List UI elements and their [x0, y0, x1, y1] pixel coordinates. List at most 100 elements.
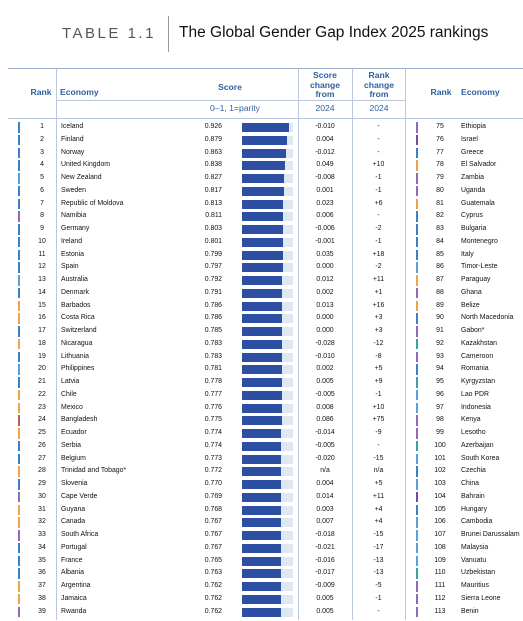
rank-cell: 81 — [436, 199, 444, 207]
region-marker — [416, 211, 418, 222]
economy-cell: Gabon* — [461, 327, 485, 334]
economy-cell: Argentina — [61, 582, 91, 589]
rank-change-cell: - — [377, 148, 380, 156]
economy-cell: Cape Verde — [61, 492, 98, 500]
divider-change — [352, 69, 353, 620]
rank-cell: 28 — [38, 467, 46, 475]
table-row: 100 Azerbaijan — [416, 440, 523, 453]
table-row: 105 Hungary — [416, 504, 523, 517]
score-bar — [242, 582, 281, 591]
score-cell: 0.786 — [204, 314, 222, 322]
rank-cell: 98 — [436, 416, 444, 424]
table-row: 89 Belize — [416, 300, 523, 313]
table-row: 31 Guyana 0.768 0.003 +4 — [18, 504, 405, 517]
score-change-cell: -0.017 — [315, 569, 335, 577]
score-change-cell: 0.035 — [316, 250, 334, 258]
divider-rank — [56, 69, 57, 620]
table-row: 8 Namibia 0.811 0.006 - — [18, 210, 405, 223]
table-row: 9 Germany 0.803 -0.006 -2 — [18, 223, 405, 236]
score-bar — [242, 135, 287, 145]
economy-cell: Portugal — [61, 543, 87, 551]
rank-cell: 35 — [38, 556, 46, 564]
score-cell: 0.813 — [204, 199, 222, 207]
table-row: 110 Uzbekistan — [416, 567, 523, 580]
rank-change-cell: +3 — [374, 327, 383, 334]
rank-cell: 26 — [38, 441, 46, 449]
rank-cell: 86 — [436, 263, 444, 271]
table-row: 18 Nicaragua 0.783 -0.028 -12 — [18, 338, 405, 351]
table-frame — [8, 68, 523, 621]
region-marker — [18, 581, 20, 592]
rank-change-cell: - — [377, 607, 380, 615]
rank-change-cell: +6 — [374, 199, 383, 207]
score-change-cell: -0.001 — [315, 237, 335, 245]
score-change-cell: 0.005 — [316, 607, 334, 615]
score-cell: 0.827 — [204, 174, 222, 181]
score-cell: 0.786 — [204, 301, 222, 309]
economy-cell: Czechia — [461, 467, 486, 475]
rank-cell: 94 — [436, 365, 444, 373]
rank-cell: 92 — [436, 339, 444, 347]
score-change-cell: 0.000 — [316, 327, 334, 334]
region-marker — [18, 568, 20, 579]
table-row: 21 Latvia 0.778 0.005 +9 — [18, 376, 405, 389]
table-row: 10 Ireland 0.801 -0.001 -1 — [18, 236, 405, 249]
table-row: 86 Timor-Leste — [416, 261, 523, 274]
score-bar — [242, 518, 282, 528]
rank-cell: 22 — [38, 390, 46, 398]
score-change-cell: 0.012 — [316, 276, 334, 283]
rank-change-cell: -15 — [373, 531, 384, 538]
score-bar — [242, 556, 281, 566]
table-row: 77 Greece — [416, 147, 523, 160]
region-marker — [18, 249, 20, 260]
rank-cell: 33 — [38, 531, 46, 538]
score-change-cell: 0.004 — [316, 480, 334, 487]
score-bar — [242, 403, 282, 413]
region-marker — [416, 440, 418, 452]
rank-change-cell: - — [377, 123, 380, 130]
region-marker — [416, 275, 418, 286]
economy-cell: Hungary — [461, 505, 488, 513]
score-cell: 0.783 — [204, 352, 222, 360]
table-row: 107 Brunei Darussalam — [416, 529, 523, 542]
region-marker — [18, 491, 20, 503]
score-bar — [242, 416, 282, 426]
score-cell: 0.792 — [204, 276, 222, 283]
economy-cell: Estonia — [61, 250, 84, 258]
region-marker — [18, 351, 20, 362]
table-row: 106 Cambodia — [416, 516, 523, 529]
economy-cell: Vanuatu — [461, 556, 487, 564]
table-row: 97 Indonesia — [416, 402, 523, 415]
economy-cell: Malaysia — [461, 543, 489, 551]
score-change-cell: 0.005 — [316, 594, 334, 602]
economy-cell: Zambia — [461, 174, 484, 181]
score-change-cell: -0.005 — [315, 441, 335, 449]
score-change-cell: 0.005 — [316, 378, 334, 385]
table-row: 79 Zambia — [416, 172, 523, 185]
table-row: 38 Jamaica 0.762 0.005 -1 — [18, 593, 405, 606]
economy-cell: Ghana — [461, 288, 482, 296]
rank-change-cell: +3 — [374, 314, 383, 322]
economy-cell: Slovenia — [61, 480, 88, 487]
rank-change-cell: -5 — [375, 582, 382, 589]
rank-change-cell: -13 — [373, 569, 384, 577]
rank-cell: 8 — [40, 212, 44, 220]
region-marker — [18, 377, 20, 388]
rank-change-cell: +1 — [374, 288, 383, 296]
table-row: 84 Montenegro — [416, 236, 523, 249]
economy-cell: Australia — [61, 276, 88, 283]
region-marker — [416, 581, 418, 592]
table-row: 82 Cyprus — [416, 210, 523, 223]
score-bar — [242, 467, 282, 477]
table-row: 112 Sierra Leone — [416, 593, 523, 606]
rank-cell: 16 — [38, 314, 46, 322]
rank-cell: 91 — [436, 327, 444, 334]
score-cell: 0.774 — [204, 429, 222, 436]
region-marker — [416, 160, 418, 171]
table-row: 34 Portugal 0.767 -0.021 -17 — [18, 542, 405, 555]
table-row: 13 Australia 0.792 0.012 +11 — [18, 274, 405, 287]
economy-cell: Iceland — [61, 123, 84, 130]
region-marker — [18, 530, 20, 541]
rank-cell: 82 — [436, 212, 444, 220]
rank-cell: 109 — [434, 556, 446, 564]
